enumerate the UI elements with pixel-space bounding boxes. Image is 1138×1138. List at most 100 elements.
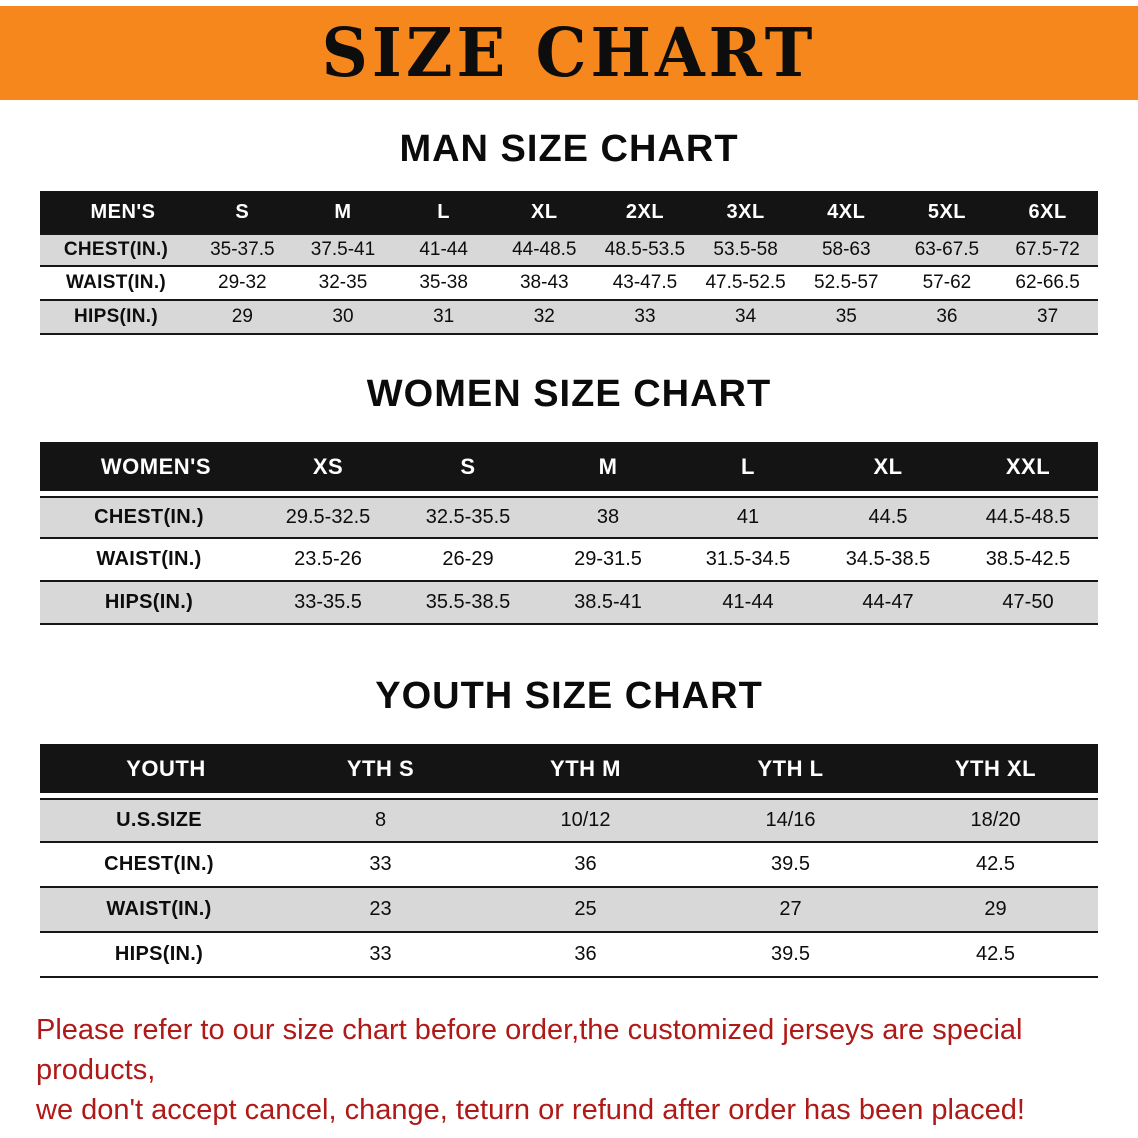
cell: 26-29 [398,539,538,582]
cell: 38.5-41 [538,582,678,625]
row-label: CHEST(IN.) [40,233,192,267]
heading-youth: YOUTH SIZE CHART [375,675,763,717]
col-header-yth-xl: YTH XL [893,744,1098,798]
cell: 29-32 [192,267,293,301]
cell: 44.5 [818,496,958,539]
cell: 62-66.5 [997,267,1098,301]
table-youth: YOUTH YTH S YTH M YTH L YTH XL U.S.SIZE 8 10/12… [40,744,1098,978]
banner: SIZE CHART [0,6,1138,100]
cell: 32.5-35.5 [398,496,538,539]
cell: 29 [893,888,1098,933]
cell: 33 [594,301,696,335]
header-row-men: MEN'S S M L XL 2XL 3XL 4XL 5XL 6XL [40,191,1098,233]
cell: 27 [688,888,893,933]
cell: 39.5 [688,933,893,978]
header-row-youth: YOUTH YTH S YTH M YTH L YTH XL [40,744,1098,798]
row-label: HIPS(IN.) [40,582,258,625]
sections: MAN SIZE CHART MEN'S S M L XL 2XL 3XL 4XL 5XL 6XL C… [0,128,1138,978]
section-men: MAN SIZE CHART MEN'S S M L XL 2XL 3XL 4XL 5XL 6XL C… [0,128,1138,335]
cell: 34 [695,301,796,335]
cell: 36 [483,933,688,978]
cell: 52.5-57 [795,267,897,301]
cell: 44.5-48.5 [958,496,1098,539]
cell: 38-43 [493,267,595,301]
row-label: WAIST(IN.) [40,888,278,933]
row-label: HIPS(IN.) [40,933,278,978]
row-label: CHEST(IN.) [40,843,278,888]
cell: 48.5-53.5 [594,233,696,267]
cell: 23.5-26 [258,539,398,582]
col-header-l: L [437,200,450,223]
men-row-hips-in: HIPS(IN.) 29 30 31 32 33 34 35 36 37 [40,301,1098,335]
cell: 32 [493,301,595,335]
footer-line-1: Please refer to our size chart before or… [36,1014,1023,1087]
men-row-chest-in: CHEST(IN.) 35-37.5 37.5-41 41-44 44-48.5 48.5… [40,233,1098,267]
group-label-youth: YOUTH [40,744,278,798]
youth-row-u-s-size: U.S.SIZE 8 10/12 14/16 18/20 [40,798,1098,843]
cell: 35.5-38.5 [398,582,538,625]
cell: 29-31.5 [538,539,678,582]
cell: 33-35.5 [258,582,398,625]
page-title: SIZE CHART [321,13,817,93]
cell: 29 [192,301,293,335]
cell: 36 [483,843,688,888]
col-header-xs: XS [258,442,398,496]
row-label: WAIST(IN.) [40,539,258,582]
col-header-s: S [235,200,250,223]
cell: 38.5-42.5 [958,539,1098,582]
cell: 42.5 [893,843,1098,888]
women-row-waist-in: WAIST(IN.) 23.5-26 26-29 29-31.5 31.5-34.5 34… [40,539,1098,582]
group-label-men: MEN'S [90,200,156,223]
row-label: WAIST(IN.) [40,267,192,301]
col-header-2xl: 2XL [625,200,665,223]
cell: 47.5-52.5 [695,267,796,301]
cell: 39.5 [688,843,893,888]
cell: 8 [278,798,483,843]
col-header-yth-m: YTH M [483,744,688,798]
women-row-chest-in: CHEST(IN.) 29.5-32.5 32.5-35.5 38 41 44.5 44.5… [40,496,1098,539]
header-row-women: WOMEN'S XS S M L XL XXL [40,442,1098,496]
col-header-yth-s: YTH S [278,744,483,798]
col-header-xl: XL [818,442,958,496]
cell: 63-67.5 [896,233,998,267]
col-header-xl: XL [531,200,558,223]
cell: 31 [393,301,494,335]
men-row-waist-in: WAIST(IN.) 29-32 32-35 35-38 38-43 43-47.5 47.… [40,267,1098,301]
cell: 23 [278,888,483,933]
cell: 57-62 [896,267,998,301]
col-header-xxl: XXL [958,442,1098,496]
cell: 14/16 [688,798,893,843]
cell: 35-38 [393,267,494,301]
cell: 35-37.5 [192,233,293,267]
women-row-hips-in: HIPS(IN.) 33-35.5 35.5-38.5 38.5-41 41-44 44-… [40,582,1098,625]
cell: 67.5-72 [997,233,1098,267]
section-women: WOMEN SIZE CHART WOMEN'S XS S M L XL XXL CHEST(I… [0,373,1138,625]
cell: 42.5 [893,933,1098,978]
youth-row-waist-in: WAIST(IN.) 23 25 27 29 [40,888,1098,933]
row-label: U.S.SIZE [40,798,278,843]
cell: 38 [538,496,678,539]
cell: 41-44 [678,582,818,625]
group-label-women: WOMEN'S [40,442,258,496]
cell: 33 [278,933,483,978]
col-header-s: S [398,442,538,496]
col-header-5xl: 5XL [927,200,967,223]
row-label: CHEST(IN.) [40,496,258,539]
cell: 47-50 [958,582,1098,625]
footer-line-2: we don't accept cancel, change, teturn o… [36,1094,1025,1127]
heading-men: MAN SIZE CHART [399,128,739,170]
col-header-m: M [334,200,352,223]
cell: 29.5-32.5 [258,496,398,539]
cell: 53.5-58 [695,233,796,267]
heading-women: WOMEN SIZE CHART [366,373,772,415]
size-chart-page: SIZE CHART MAN SIZE CHART MEN'S S M L XL 2XL 3X… [0,6,1138,1138]
cell: 10/12 [483,798,688,843]
cell: 44-48.5 [493,233,595,267]
cell: 33 [278,843,483,888]
cell: 35 [795,301,897,335]
cell: 41-44 [393,233,494,267]
youth-row-hips-in: HIPS(IN.) 33 36 39.5 42.5 [40,933,1098,978]
cell: 31.5-34.5 [678,539,818,582]
cell: 58-63 [795,233,897,267]
cell: 25 [483,888,688,933]
